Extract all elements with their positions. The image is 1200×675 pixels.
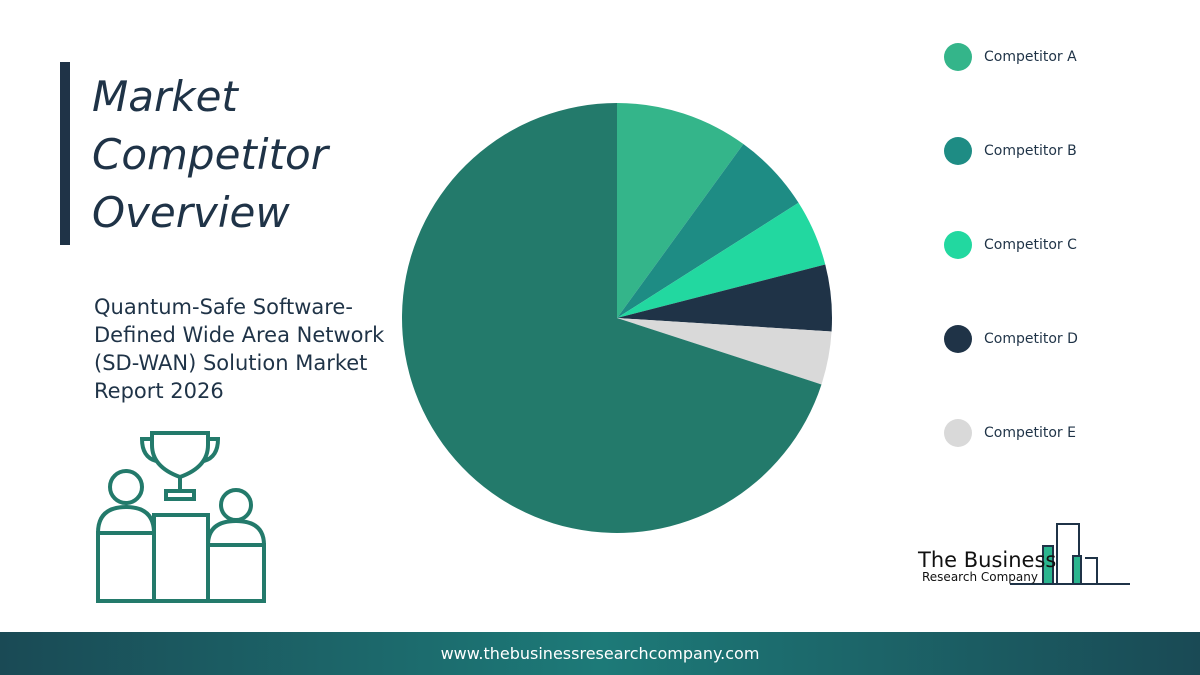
pie-slice bbox=[617, 103, 744, 318]
legend-swatch bbox=[944, 325, 972, 353]
legend-label: Competitor C bbox=[984, 237, 1077, 253]
legend-swatch bbox=[944, 43, 972, 71]
legend-swatch bbox=[944, 137, 972, 165]
legend-swatch bbox=[944, 231, 972, 259]
footer-url[interactable]: www.thebusinessresearchcompany.com bbox=[0, 632, 1200, 675]
logo-text: The Business bbox=[918, 548, 1057, 572]
chart-title: Market Competitor Overview bbox=[92, 72, 329, 237]
pie-slice bbox=[402, 103, 822, 533]
chart: Competitor A Competitor B Competitor C Comp… bbox=[402, 43, 1078, 533]
logo-subtext: Research Company bbox=[922, 570, 1038, 584]
legend-label: Competitor D bbox=[984, 331, 1078, 347]
legend-label: Competitor E bbox=[984, 425, 1076, 441]
logo-icon bbox=[1010, 523, 1130, 585]
legend-label: Competitor A bbox=[984, 49, 1077, 65]
legend-swatch bbox=[944, 419, 972, 447]
pie-slice bbox=[617, 144, 799, 318]
pie-slice bbox=[617, 264, 832, 332]
legend-label: Competitor B bbox=[984, 143, 1077, 159]
pie-slice bbox=[617, 202, 826, 318]
chart-subtitle: Quantum-Safe Software-Defined Wide Area … bbox=[94, 295, 385, 403]
accent-bar bbox=[60, 62, 70, 245]
pie-slice bbox=[617, 318, 832, 385]
podium-icon bbox=[96, 431, 266, 603]
